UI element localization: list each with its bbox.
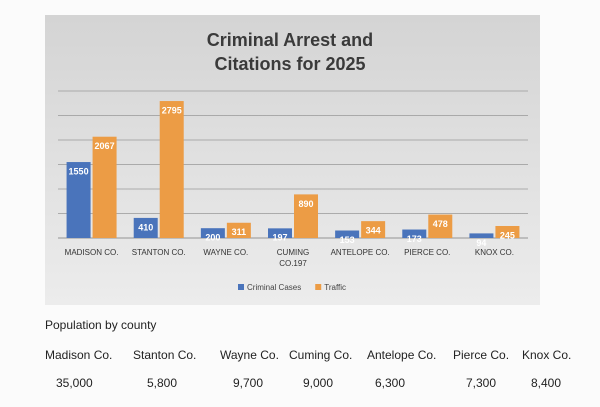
x-tick-label: STANTON CO.	[131, 248, 186, 257]
county-name: Madison Co.	[45, 348, 113, 362]
bar	[268, 228, 292, 238]
data-label: 2067	[95, 141, 115, 151]
county-name: Knox Co.	[522, 348, 572, 362]
x-tick-label: PIERCE CO.	[404, 248, 451, 257]
county-name: Cuming Co.	[289, 348, 353, 362]
bar	[469, 233, 494, 238]
data-label: 2795	[162, 105, 182, 115]
bar	[200, 228, 225, 238]
county-population: 8,400	[531, 376, 562, 390]
data-label: 1550	[69, 166, 89, 176]
bar	[92, 136, 117, 238]
data-label: 94	[476, 238, 486, 248]
data-label: 311	[232, 227, 247, 237]
bar	[159, 101, 184, 238]
bar	[402, 229, 427, 238]
county-name: Antelope Co.	[367, 348, 437, 362]
data-label: 890	[298, 199, 313, 209]
data-label: 153	[340, 235, 355, 245]
data-label: 173	[407, 234, 422, 244]
county-name: Stanton Co.	[133, 348, 197, 362]
bar	[495, 225, 520, 238]
legend-swatch	[315, 284, 322, 290]
data-label: 344	[366, 226, 381, 236]
bar	[133, 217, 158, 238]
county-population: 35,000	[56, 376, 93, 390]
data-label: 410	[138, 222, 153, 232]
bar	[294, 194, 318, 238]
x-tick-label: KNOX CO.	[474, 248, 514, 257]
table-title: Population by county	[45, 318, 157, 332]
data-label: 478	[433, 219, 448, 229]
bar	[66, 162, 91, 238]
bar	[428, 214, 453, 238]
chart-title: Criminal Arrest and Citations for 2025	[206, 30, 374, 74]
x-tick-label: WAYNE CO.	[203, 248, 249, 257]
bar	[335, 230, 360, 238]
data-label: 197	[272, 233, 287, 243]
county-population: 7,300	[466, 376, 497, 390]
legend-label: Traffic	[324, 283, 346, 292]
data-label: 200	[205, 233, 220, 243]
x-tick-label: CUMING CO.197	[276, 248, 310, 268]
legend-label: Criminal Cases	[247, 283, 301, 292]
data-label: 245	[500, 230, 515, 240]
x-tick-label: ANTELOPE CO.	[330, 248, 390, 257]
county-population: 9,700	[233, 376, 264, 390]
county-population: 9,000	[303, 376, 334, 390]
county-population: 6,300	[375, 376, 406, 390]
chart-background	[45, 15, 540, 305]
x-tick-label: MADISON CO.	[64, 248, 119, 257]
county-name: Wayne Co.	[220, 348, 279, 362]
bar	[226, 222, 251, 238]
bar	[361, 221, 386, 238]
county-name: Pierce Co.	[453, 348, 510, 362]
legend-swatch	[238, 284, 244, 290]
county-population: 5,800	[147, 376, 178, 390]
